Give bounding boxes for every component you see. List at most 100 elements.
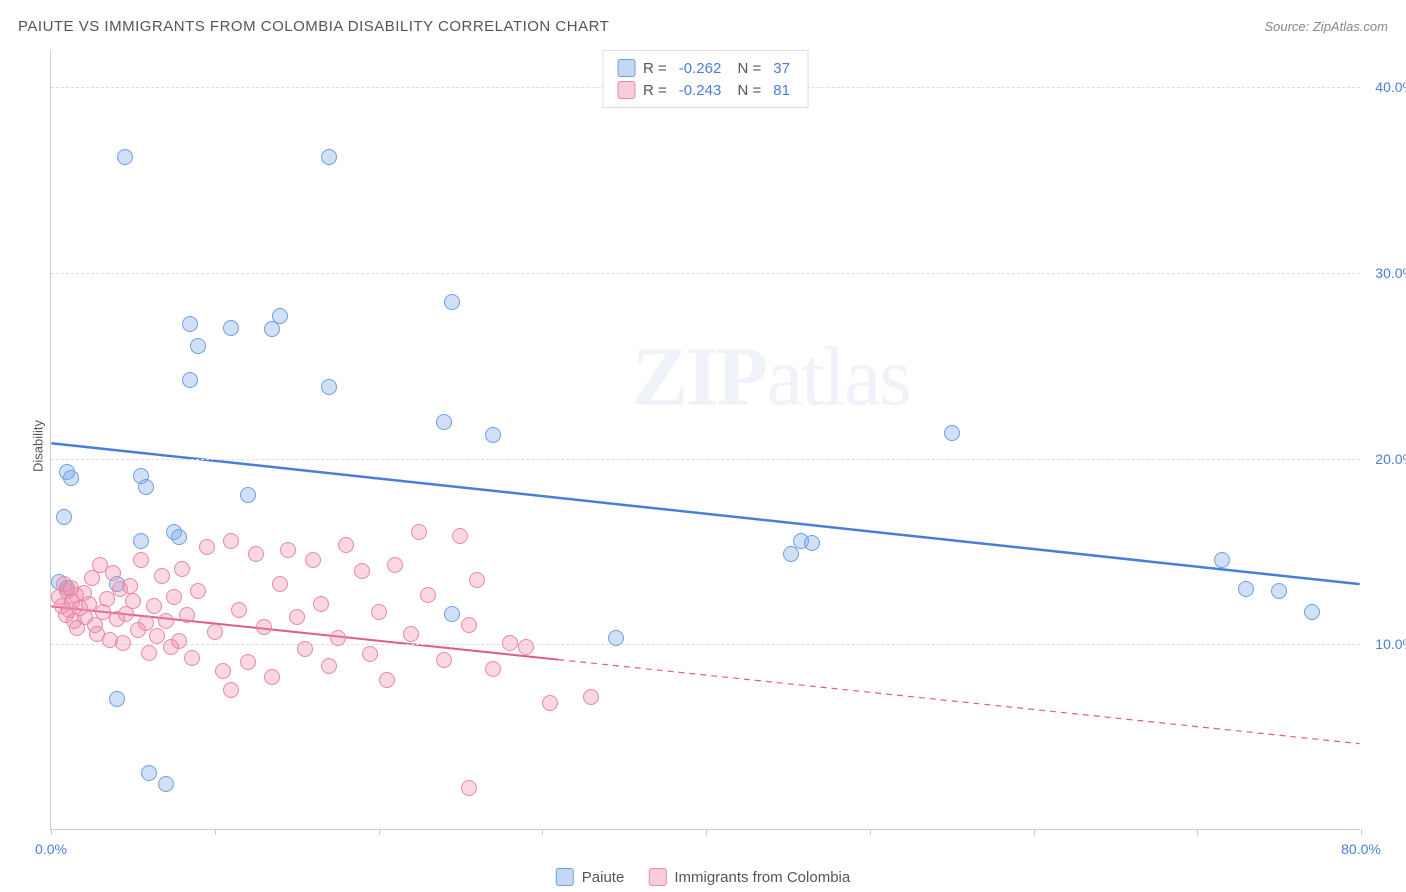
data-point-colombia [166,589,182,605]
data-point-paiute [444,294,460,310]
correlation-legend: R = -0.262 N = 37 R = -0.243 N = 81 [602,50,809,108]
data-point-colombia [313,596,329,612]
data-point-colombia [231,602,247,618]
data-point-colombia [272,576,288,592]
x-tick [1197,829,1198,835]
legend-row-colombia: R = -0.243 N = 81 [617,79,794,101]
data-point-colombia [436,652,452,668]
data-point-colombia [133,552,149,568]
data-point-colombia [280,542,296,558]
data-point-colombia [105,565,121,581]
data-point-colombia [264,669,280,685]
swatch-paiute-bottom [556,868,574,886]
swatch-colombia-bottom [648,868,666,886]
data-point-colombia [297,641,313,657]
data-point-paiute [63,470,79,486]
data-point-colombia [207,624,223,640]
gridline [51,273,1360,274]
data-point-colombia [583,689,599,705]
data-point-colombia [461,780,477,796]
data-point-paiute [190,338,206,354]
data-point-paiute [133,533,149,549]
gridline [51,459,1360,460]
data-point-colombia [518,639,534,655]
data-point-paiute [436,414,452,430]
data-point-paiute [1214,552,1230,568]
watermark: ZIPatlas [632,329,910,426]
data-point-colombia [289,609,305,625]
data-point-colombia [354,563,370,579]
legend-row-paiute: R = -0.262 N = 37 [617,57,794,79]
plot-area: ZIPatlas R = -0.262 N = 37 R = -0.243 N … [50,50,1360,830]
data-point-colombia [338,537,354,553]
data-point-paiute [485,427,501,443]
chart-header: PAIUTE VS IMMIGRANTS FROM COLOMBIA DISAB… [18,18,1388,35]
x-tick [215,829,216,835]
data-point-colombia [125,593,141,609]
y-tick-label: 30.0% [1375,265,1406,281]
data-point-colombia [248,546,264,562]
y-axis-label: Disability [31,420,46,472]
data-point-paiute [1271,583,1287,599]
data-point-colombia [122,578,138,594]
series-legend: Paiute Immigrants from Colombia [556,868,850,886]
data-point-colombia [146,598,162,614]
x-tick [542,829,543,835]
data-point-colombia [411,524,427,540]
data-point-paiute [272,308,288,324]
x-tick [51,829,52,835]
data-point-colombia [190,583,206,599]
swatch-colombia [617,81,635,99]
data-point-paiute [182,316,198,332]
data-point-colombia [371,604,387,620]
data-point-paiute [109,691,125,707]
data-point-paiute [944,425,960,441]
chart-title: PAIUTE VS IMMIGRANTS FROM COLOMBIA DISAB… [18,18,609,35]
gridline [51,644,1360,645]
data-point-colombia [223,533,239,549]
data-point-paiute [171,529,187,545]
data-point-colombia [171,633,187,649]
data-point-colombia [379,672,395,688]
trend-lines-svg [51,50,1360,829]
data-point-paiute [321,149,337,165]
data-point-colombia [461,617,477,633]
data-point-colombia [403,626,419,642]
x-tick [379,829,380,835]
x-tick [870,829,871,835]
data-point-paiute [138,479,154,495]
x-tick-label: 80.0% [1341,841,1381,857]
data-point-colombia [542,695,558,711]
data-point-colombia [223,682,239,698]
data-point-colombia [81,596,97,612]
data-point-colombia [184,650,200,666]
swatch-paiute [617,59,635,77]
data-point-paiute [321,379,337,395]
data-point-colombia [485,661,501,677]
data-point-colombia [256,619,272,635]
data-point-colombia [158,613,174,629]
data-point-colombia [138,615,154,631]
data-point-colombia [141,645,157,661]
data-point-colombia [362,646,378,662]
data-point-paiute [804,535,820,551]
x-tick [706,829,707,835]
x-tick [1361,829,1362,835]
data-point-paiute [1238,581,1254,597]
data-point-paiute [141,765,157,781]
data-point-colombia [502,635,518,651]
data-point-colombia [469,572,485,588]
data-point-colombia [199,539,215,555]
legend-item-colombia: Immigrants from Colombia [648,868,850,886]
data-point-colombia [115,635,131,651]
data-point-paiute [444,606,460,622]
data-point-colombia [321,658,337,674]
data-point-paiute [608,630,624,646]
data-point-colombia [154,568,170,584]
x-tick [1034,829,1035,835]
source-attribution: Source: ZipAtlas.com [1264,19,1388,34]
data-point-colombia [305,552,321,568]
data-point-paiute [1304,604,1320,620]
data-point-paiute [56,509,72,525]
y-tick-label: 40.0% [1375,79,1406,95]
